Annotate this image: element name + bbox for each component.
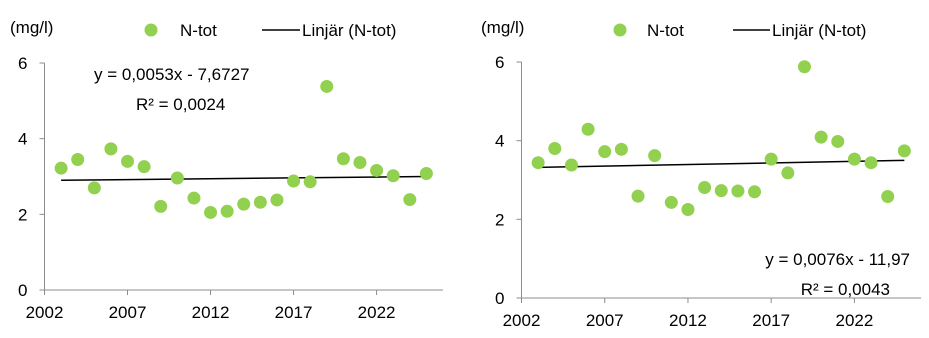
data-point: [104, 142, 118, 156]
data-point: [781, 166, 795, 180]
data-point: [847, 152, 861, 166]
data-point: [54, 161, 68, 175]
data-point: [320, 79, 334, 93]
legend-label-n-tot: N-tot: [180, 21, 217, 40]
data-point: [237, 197, 251, 211]
data-point: [336, 152, 350, 166]
data-point: [403, 193, 417, 207]
data-point: [87, 181, 101, 195]
data-point: [353, 156, 367, 170]
trendline: [538, 159, 905, 169]
data-point: [714, 184, 728, 198]
data-point: [681, 203, 695, 216]
chart-panel-2: 0 2 4 6 2002 2007 2012 2017 2022 (mg/l) N-tot Linjä…: [481, 18, 921, 330]
data-point: [864, 156, 878, 170]
y-axis-label: (mg/l): [10, 18, 53, 37]
data-point: [204, 205, 218, 219]
x-tick-label: 2022: [358, 303, 396, 322]
y-tick-label: 6: [18, 54, 27, 73]
data-point: [419, 166, 433, 180]
legend-marker-n-tot: [144, 23, 158, 37]
x-tick-label: 2002: [503, 311, 541, 330]
y-tick-label: 4: [18, 130, 27, 149]
r-squared-label: R² = 0,0024: [136, 95, 225, 114]
chart-panel-1: 0 2 4 6 2002 2007 2012 2017 2022 (mg/l) N-tot Linjä…: [10, 18, 443, 322]
data-point: [170, 171, 184, 185]
data-point: [598, 145, 612, 159]
data-point: [581, 122, 595, 136]
trendline: [61, 175, 427, 182]
y-tick-label: 0: [18, 281, 27, 300]
regression-equation: y = 0,0053x - 7,6727: [94, 65, 249, 84]
y-tick-label: 2: [495, 210, 504, 229]
data-point: [648, 149, 662, 163]
data-point: [614, 142, 628, 156]
x-tick-label: 2007: [586, 311, 624, 330]
data-point: [303, 175, 317, 189]
legend: N-tot Linjär (N-tot): [144, 21, 396, 40]
data-point: [664, 195, 678, 209]
x-tick-label: 2012: [669, 311, 707, 330]
data-point: [897, 144, 911, 158]
data-point: [71, 152, 85, 166]
data-point: [531, 156, 545, 170]
data-point: [764, 152, 778, 166]
data-point: [698, 180, 712, 194]
legend-marker-n-tot: [613, 23, 627, 37]
data-point: [564, 158, 578, 172]
data-point: [270, 193, 284, 207]
y-tick-label: 0: [495, 289, 504, 308]
regression-equation: y = 0,0076x - 11,97: [765, 250, 910, 269]
data-point: [287, 174, 301, 188]
legend-label-n-tot: N-tot: [647, 21, 684, 40]
legend-label-trendline: Linjär (N-tot): [772, 21, 866, 40]
data-point: [121, 154, 135, 168]
r-squared-label: R² = 0,0043: [801, 280, 890, 299]
y-tick-label: 6: [495, 53, 504, 72]
x-tick-label: 2002: [26, 303, 64, 322]
x-tick-label: 2007: [109, 303, 147, 322]
x-tick-label: 2022: [836, 311, 874, 330]
y-tick-label: 4: [495, 132, 504, 151]
data-point: [220, 204, 234, 218]
data-point: [731, 184, 745, 198]
data-point: [631, 189, 645, 203]
data-point: [797, 60, 811, 74]
data-point: [154, 199, 168, 213]
y-axis-label: (mg/l): [481, 18, 524, 37]
data-point: [253, 195, 267, 209]
data-point: [831, 134, 845, 148]
data-point: [187, 191, 201, 205]
legend-label-trendline: Linjär (N-tot): [302, 21, 396, 40]
data-point: [748, 185, 762, 199]
y-tick-label: 2: [18, 205, 27, 224]
x-tick-label: 2012: [192, 303, 230, 322]
data-point: [881, 190, 895, 204]
data-point: [370, 163, 384, 177]
x-tick-label: 2017: [275, 303, 313, 322]
data-point: [137, 160, 151, 174]
data-point: [814, 130, 828, 144]
x-tick-label: 2017: [752, 311, 790, 330]
data-point: [386, 169, 400, 183]
legend: N-tot Linjär (N-tot): [613, 21, 866, 40]
data-point: [548, 142, 562, 156]
